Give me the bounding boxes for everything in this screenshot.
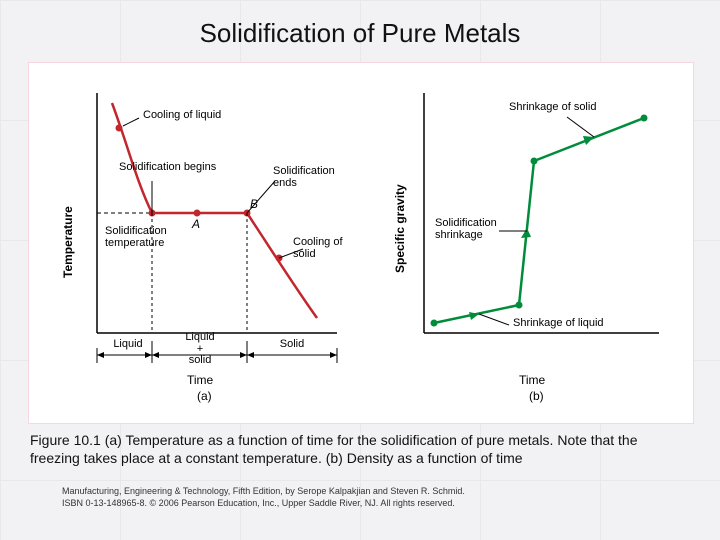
svg-text:A: A (191, 217, 200, 231)
figure-panel: Temperature A B (28, 62, 694, 424)
label-solidification-ends: Solidification ends (273, 165, 349, 189)
chart-b-y-label: Specific gravity (393, 184, 407, 273)
label-solidification-temp: Solidification temperature (105, 225, 185, 249)
phase-liquid-solid: Liquid+solid (153, 332, 247, 367)
credit-line-1: Manufacturing, Engineering & Technology,… (62, 486, 662, 497)
chart-b: Specific gravity (389, 73, 679, 403)
figure-caption: Figure 10.1 (a) Temperature as a functio… (30, 432, 690, 467)
chart-a-x-label: Time (187, 373, 213, 387)
label-cooling-liquid: Cooling of liquid (143, 109, 221, 121)
chart-a-y-label: Temperature (61, 206, 75, 278)
chart-a-sub: (a) (197, 389, 212, 403)
phase-solid: Solid (257, 338, 327, 350)
slide: Solidification of Pure Metals Temperatur… (0, 0, 720, 540)
label-cooling-solid: Cooling of solid (293, 236, 353, 260)
chart-b-sub: (b) (529, 389, 544, 403)
label-shrink-solid: Shrinkage of solid (509, 101, 596, 113)
label-solidification-shrinkage: Solidification shrinkage (435, 217, 505, 241)
chart-a: Temperature A B (57, 73, 357, 403)
label-solidification-begins: Solidification begins (119, 161, 216, 173)
chart-b-x-label: Time (519, 373, 545, 387)
label-shrink-liquid: Shrinkage of liquid (513, 317, 604, 329)
slide-title: Solidification of Pure Metals (0, 18, 720, 49)
credit-line-2: ISBN 0-13-148965-8. © 2006 Pearson Educa… (62, 498, 662, 509)
phase-liquid: Liquid (101, 338, 155, 350)
